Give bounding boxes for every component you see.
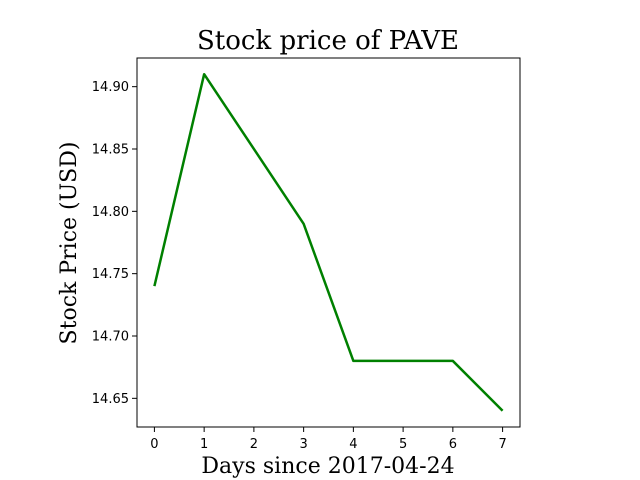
- x-tick-label: 0: [150, 437, 158, 452]
- y-tick-label: 14.80: [92, 205, 129, 220]
- x-tick-label: 4: [349, 437, 357, 452]
- plot-area: 0 1 2 3 4 5 6 7 14.65 14.70 14.75 14.80 14.85 14.90: [92, 57, 521, 452]
- series-line: [153, 72, 504, 412]
- x-tick-label: 6: [449, 437, 457, 452]
- x-tick-label: 7: [498, 437, 506, 452]
- x-tick-label: 1: [200, 437, 208, 452]
- y-tick-label: 14.90: [92, 80, 129, 95]
- x-axis-label: Days since 2017-04-24: [201, 454, 454, 479]
- x-tick-label: 2: [250, 437, 258, 452]
- x-axis: 0 1 2 3 4 5 6 7: [150, 427, 507, 452]
- plot-frame: [136, 57, 521, 428]
- x-tick-label: 5: [399, 437, 407, 452]
- y-axis-label: Stock Price (USD): [57, 142, 82, 345]
- y-tick-label: 14.70: [92, 329, 129, 344]
- x-tick-label: 3: [299, 437, 307, 452]
- series-layer: [153, 72, 504, 412]
- y-tick-label: 14.65: [92, 392, 129, 407]
- chart-title: Stock price of PAVE: [197, 26, 459, 56]
- y-axis: 14.65 14.70 14.75 14.80 14.85 14.90: [92, 80, 137, 407]
- y-tick-label: 14.75: [92, 267, 129, 282]
- y-tick-label: 14.85: [92, 143, 129, 158]
